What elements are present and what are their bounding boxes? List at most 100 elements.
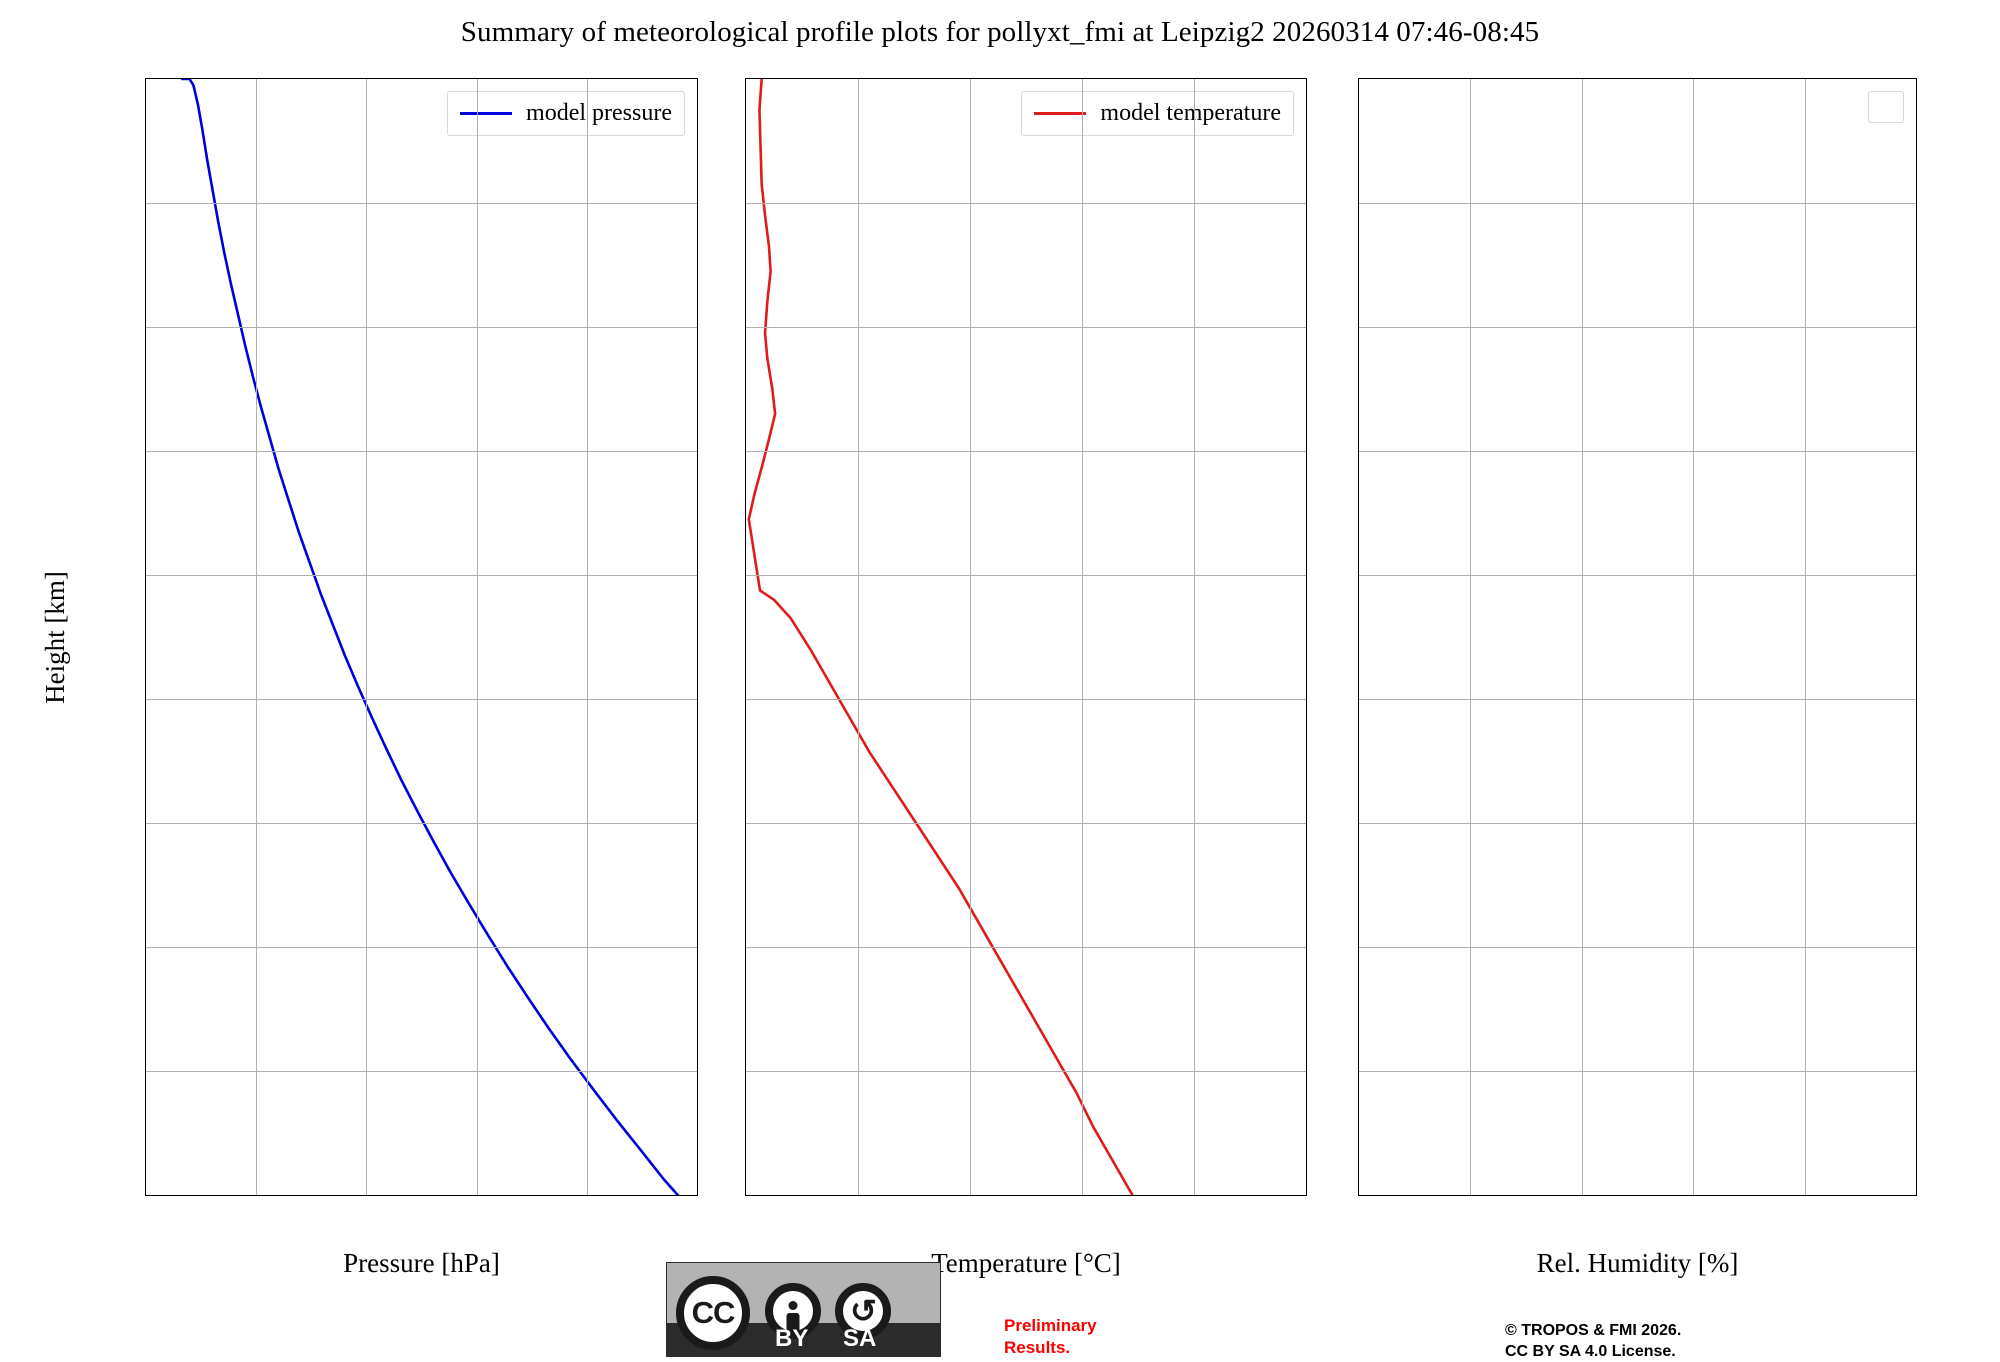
y-axis-tick xyxy=(1306,1070,1307,1072)
x-axis-tick xyxy=(969,78,971,79)
gridline-vertical xyxy=(586,79,588,1195)
x-axis-tick xyxy=(145,78,147,79)
x-axis-tick xyxy=(1915,1195,1917,1196)
gridline-horizontal xyxy=(746,203,1306,204)
gridline-horizontal xyxy=(746,575,1306,576)
gridline-vertical xyxy=(256,79,258,1195)
x-axis-tick xyxy=(1358,78,1360,79)
x-axis-tick xyxy=(1193,1195,1195,1196)
y-axis-tick xyxy=(697,574,698,576)
y-axis-tick xyxy=(1358,326,1359,328)
x-axis-tick xyxy=(1804,1195,1806,1196)
y-axis-tick xyxy=(745,946,746,948)
creative-commons-badge-icon: CC ↻ BY SA xyxy=(666,1262,941,1357)
gridline-horizontal xyxy=(1359,1071,1916,1072)
gridline-horizontal xyxy=(146,575,697,576)
pressure-curve xyxy=(181,79,680,1195)
x-axis-tick xyxy=(1358,1195,1360,1196)
x-axis-tick xyxy=(857,1195,859,1196)
gridline-horizontal xyxy=(146,1071,697,1072)
plot-area-pressure[interactable]: model pressure 0246810121416180200400600… xyxy=(145,78,698,1196)
x-axis-tick xyxy=(745,1195,747,1196)
cc-attribution-person-icon xyxy=(765,1283,821,1339)
cc-person-body-icon xyxy=(786,1313,800,1333)
x-axis-tick xyxy=(696,1195,698,1196)
gridline-horizontal xyxy=(1359,451,1916,452)
gridline-horizontal xyxy=(146,823,697,824)
x-axis-tick xyxy=(476,78,478,79)
cc-by-label: BY xyxy=(775,1325,809,1352)
legend-label-pressure: model pressure xyxy=(526,100,672,126)
gridline-vertical xyxy=(1804,79,1806,1195)
y-axis-tick xyxy=(745,574,746,576)
legend-temperature[interactable]: model temperature xyxy=(1021,91,1294,136)
x-axis-tick xyxy=(1305,78,1307,79)
y-axis-tick xyxy=(697,78,698,80)
y-axis-tick xyxy=(1916,1194,1917,1196)
plot-area-humidity[interactable]: 024681012141618020406080100 xyxy=(1358,78,1917,1196)
gridline-horizontal xyxy=(1359,203,1916,204)
y-axis-tick xyxy=(145,1070,146,1072)
gridline-vertical xyxy=(1693,79,1695,1195)
x-axis-tick xyxy=(1469,1195,1471,1196)
legend-swatch-pressure-icon xyxy=(460,112,513,115)
y-axis-tick xyxy=(745,326,746,328)
gridline-horizontal xyxy=(746,699,1306,700)
copyright-note: © TROPOS & FMI 2026. CC BY SA 4.0 Licens… xyxy=(1505,1320,1681,1362)
y-axis-tick xyxy=(1358,1070,1359,1072)
gridline-horizontal xyxy=(746,823,1306,824)
y-axis-tick xyxy=(1916,1070,1917,1072)
y-axis-tick xyxy=(1916,78,1917,80)
y-axis-tick xyxy=(745,202,746,204)
gridline-vertical xyxy=(1581,79,1583,1195)
y-axis-tick xyxy=(1916,822,1917,824)
legend-pressure[interactable]: model pressure xyxy=(447,91,685,136)
gridline-horizontal xyxy=(1359,575,1916,576)
gridline-horizontal xyxy=(1359,823,1916,824)
y-axis-tick xyxy=(1306,574,1307,576)
preliminary-results-note: Preliminary Results. xyxy=(1004,1315,1097,1359)
y-axis-label-text: Height [km] xyxy=(39,570,70,704)
x-axis-label-temperature: Temperature [°C] xyxy=(931,1248,1121,1278)
plot-area-temperature[interactable]: model temperature 024681012141618−60−40−… xyxy=(745,78,1307,1196)
gridline-horizontal xyxy=(146,699,697,700)
y-axis-tick xyxy=(145,574,146,576)
gridline-horizontal xyxy=(1359,699,1916,700)
x-axis-tick xyxy=(745,78,747,79)
legend-humidity[interactable] xyxy=(1868,91,1904,123)
gridline-horizontal xyxy=(146,451,697,452)
y-axis-tick xyxy=(1306,326,1307,328)
panel-humidity: 024681012141618020406080100 Rel. Humidit… xyxy=(1358,78,1917,1278)
y-axis-tick xyxy=(1916,698,1917,700)
copyright-line-2: CC BY SA 4.0 License. xyxy=(1505,1343,1676,1361)
x-axis-tick xyxy=(1081,78,1083,79)
y-axis-tick xyxy=(1916,326,1917,328)
x-axis-tick xyxy=(476,1195,478,1196)
y-axis-tick xyxy=(1358,698,1359,700)
y-axis-tick xyxy=(145,698,146,700)
x-axis-tick xyxy=(145,1195,147,1196)
cc-person-head-icon xyxy=(788,1301,798,1310)
gridline-horizontal xyxy=(146,947,697,948)
y-axis-tick xyxy=(697,326,698,328)
temperature-curve xyxy=(747,79,1134,1195)
cc-sa-label: SA xyxy=(843,1325,877,1352)
legend-label-temperature: model temperature xyxy=(1100,100,1281,126)
gridline-vertical xyxy=(1082,79,1083,1195)
cc-sharealike-arrow-icon: ↻ xyxy=(835,1283,891,1339)
y-axis-tick xyxy=(697,946,698,948)
y-axis-tick xyxy=(697,1194,698,1196)
gridline-horizontal xyxy=(746,327,1306,328)
x-axis-tick xyxy=(857,78,859,79)
page-title: Summary of meteorological profile plots … xyxy=(460,16,1540,48)
gridline-horizontal xyxy=(746,947,1306,948)
y-axis-tick xyxy=(1306,822,1307,824)
gridline-horizontal xyxy=(1359,947,1916,948)
gridline-horizontal xyxy=(1359,327,1916,328)
gridline-horizontal xyxy=(746,1071,1306,1072)
x-axis-tick xyxy=(365,78,367,79)
panel-temperature: model temperature 024681012141618−60−40−… xyxy=(745,78,1307,1278)
y-axis-tick xyxy=(145,450,146,452)
x-axis-tick xyxy=(586,78,588,79)
x-axis-tick xyxy=(1305,1195,1307,1196)
